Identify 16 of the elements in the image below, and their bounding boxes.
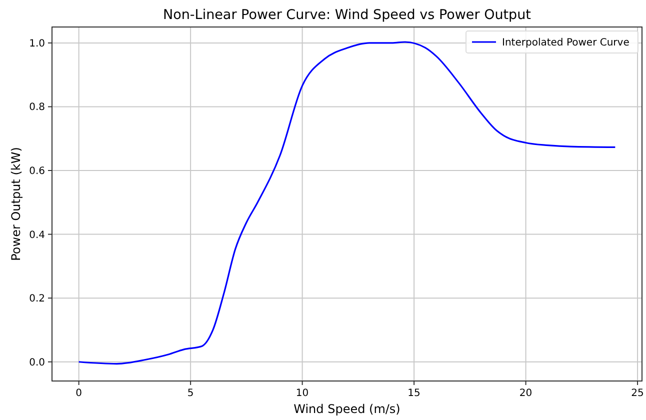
legend-label: Interpolated Power Curve	[502, 38, 630, 48]
chart-title: Non-Linear Power Curve: Wind Speed vs Power Output	[163, 7, 531, 23]
y-tick-label: 0.0	[29, 357, 45, 368]
x-axis-title: Wind Speed (m/s)	[294, 402, 400, 416]
y-axis-title: Power Output (kW)	[9, 147, 23, 261]
y-tick-label: 1.0	[29, 38, 45, 50]
x-tick-label: 20	[519, 388, 532, 399]
x-tick-label: 0	[76, 388, 82, 399]
y-tick-label: 0.6	[29, 166, 45, 178]
y-tick-label: 0.8	[29, 102, 45, 114]
y-tick-label: 0.2	[29, 294, 45, 305]
x-tick-label: 25	[631, 388, 644, 399]
x-tick-label: 15	[408, 388, 420, 399]
x-tick-label: 5	[187, 388, 194, 399]
y-tick-label: 0.4	[29, 230, 45, 241]
x-tick-label: 10	[296, 388, 309, 399]
